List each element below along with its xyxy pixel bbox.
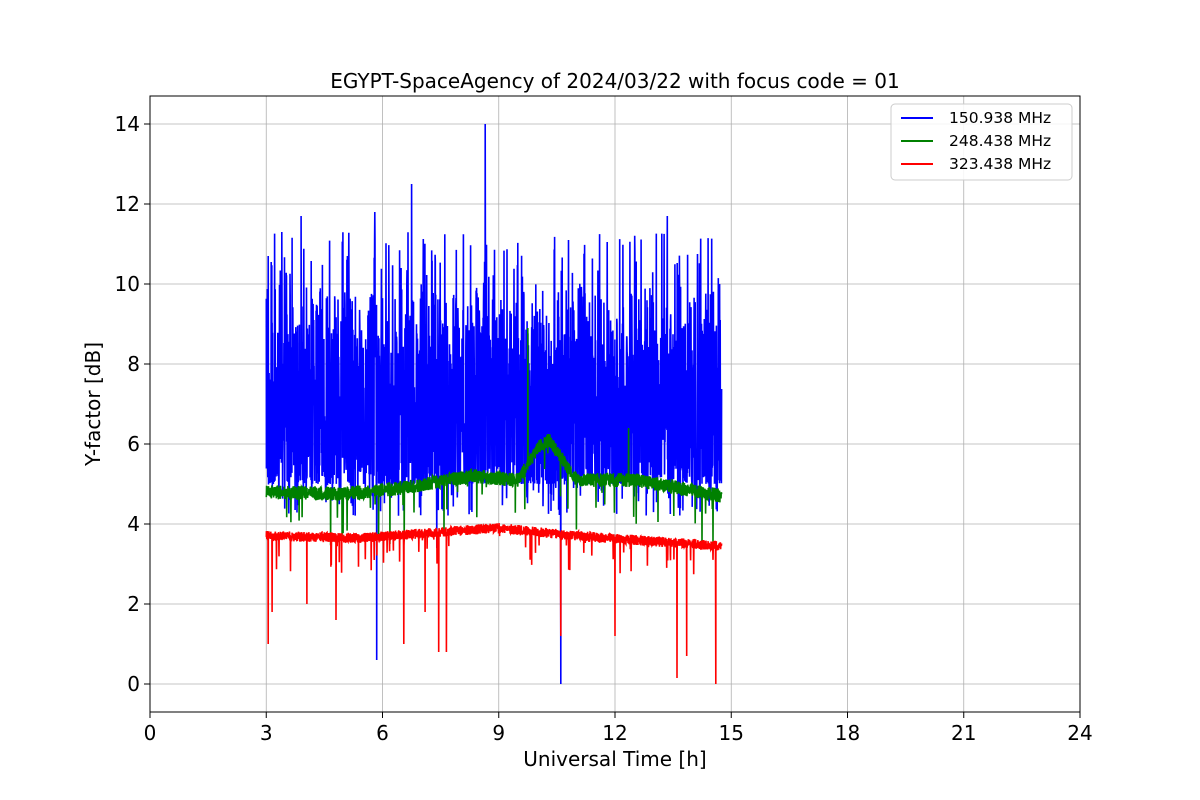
x-tick-label: 0 xyxy=(144,721,157,745)
y-tick-label: 12 xyxy=(115,192,140,216)
x-tick-label: 12 xyxy=(602,721,627,745)
x-axis-label: Universal Time [h] xyxy=(523,747,706,771)
x-tick-label: 24 xyxy=(1067,721,1092,745)
y-tick-label: 14 xyxy=(115,112,140,136)
x-tick-label: 21 xyxy=(951,721,976,745)
chart-title: EGYPT-SpaceAgency of 2024/03/22 with foc… xyxy=(330,69,899,93)
plot-lines xyxy=(265,123,723,685)
x-tick-label: 15 xyxy=(719,721,744,745)
legend-label: 248.438 MHz xyxy=(949,132,1051,150)
y-tick-label: 2 xyxy=(127,592,140,616)
series-line-1 xyxy=(265,123,723,685)
legend: 150.938 MHz 248.438 MHz 323.438 MHz xyxy=(890,103,1073,181)
y-axis-label: Y-factor [dB] xyxy=(81,342,105,467)
y-tick-label: 6 xyxy=(127,432,140,456)
x-tick-label: 18 xyxy=(835,721,860,745)
legend-box xyxy=(890,103,1073,181)
legend-label: 323.438 MHz xyxy=(949,155,1051,173)
y-tick-label: 10 xyxy=(115,272,140,296)
x-tick-label: 6 xyxy=(376,721,389,745)
x-tick-label: 3 xyxy=(260,721,273,745)
series-line-3 xyxy=(265,522,723,685)
x-tick-label: 9 xyxy=(492,721,505,745)
y-tick-label: 8 xyxy=(127,352,140,376)
legend-label: 150.938 MHz xyxy=(949,109,1051,127)
y-tick-label: 0 xyxy=(127,672,140,696)
y-tick-label: 4 xyxy=(127,512,140,536)
